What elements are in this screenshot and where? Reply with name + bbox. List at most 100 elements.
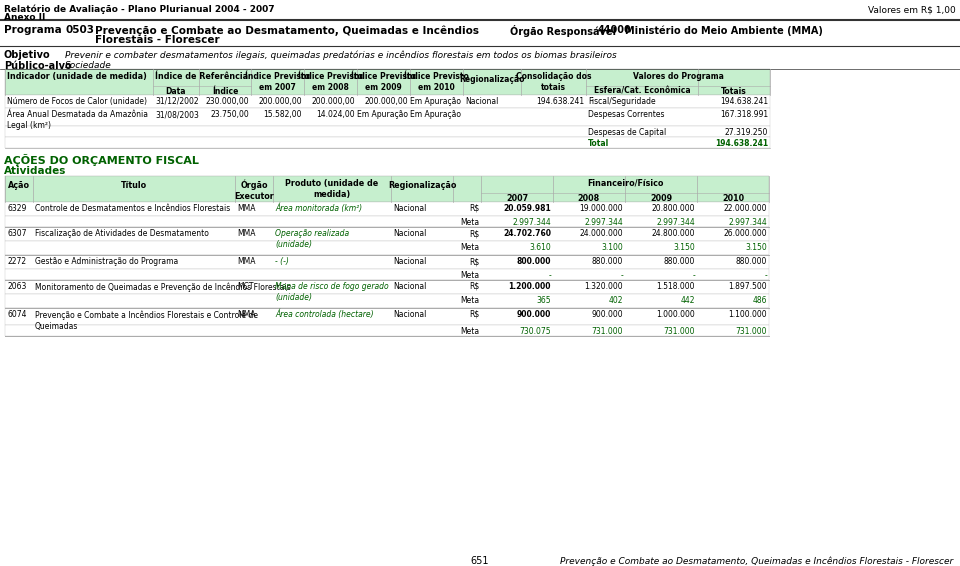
Text: Sociedade: Sociedade	[65, 61, 111, 70]
Text: Produto (unidade de
medida): Produto (unidade de medida)	[285, 179, 378, 199]
Text: Título: Título	[121, 181, 147, 190]
Text: Área Anual Desmatada da Amazônia
Legal (km²): Área Anual Desmatada da Amazônia Legal (…	[7, 110, 148, 130]
Text: Operação realizada
(unidade): Operação realizada (unidade)	[275, 229, 349, 249]
Text: 2007: 2007	[506, 194, 528, 203]
Text: Em Apuração: Em Apuração	[410, 110, 461, 119]
Bar	[5, 137, 770, 148]
Text: 2.997.344: 2.997.344	[513, 218, 551, 227]
Text: Índice: Índice	[212, 87, 238, 96]
Text: 2008: 2008	[578, 194, 600, 203]
Text: 26.000.000: 26.000.000	[724, 229, 767, 238]
Text: Relatório de Avaliação - Plano Plurianual 2004 - 2007: Relatório de Avaliação - Plano Plurianua…	[4, 5, 275, 15]
Text: 2010: 2010	[722, 194, 744, 203]
Text: R$: R$	[468, 229, 479, 238]
Text: Órgão
Executor: Órgão Executor	[234, 179, 274, 200]
Text: 1.100.000: 1.100.000	[729, 310, 767, 319]
Text: 44000: 44000	[598, 25, 632, 35]
Text: 24.800.000: 24.800.000	[652, 229, 695, 238]
Text: - (-): - (-)	[275, 257, 289, 266]
Text: Regionalização: Regionalização	[388, 181, 456, 190]
Text: 230.000,00: 230.000,00	[205, 97, 249, 106]
Text: Anexo II: Anexo II	[4, 13, 45, 22]
Bar	[5, 308, 769, 325]
Text: Programa: Programa	[4, 25, 61, 35]
Text: 200.000,00: 200.000,00	[365, 97, 408, 106]
Text: Despesas de Capital: Despesas de Capital	[588, 128, 666, 137]
Text: 651: 651	[470, 556, 490, 566]
Text: R$: R$	[468, 204, 479, 213]
Text: Valores em R$ 1,00: Valores em R$ 1,00	[868, 5, 956, 14]
Text: 731.000: 731.000	[735, 327, 767, 336]
Text: R$: R$	[468, 282, 479, 291]
Text: Índice Previsto
em 2007: Índice Previsto em 2007	[245, 72, 310, 92]
Text: Em Apuração: Em Apuração	[410, 97, 461, 106]
Text: -: -	[548, 271, 551, 280]
Text: 6307: 6307	[7, 229, 27, 238]
Text: 880.000: 880.000	[591, 257, 623, 266]
Text: Gestão e Administração do Programa: Gestão e Administração do Programa	[35, 257, 179, 266]
Text: R$: R$	[468, 310, 479, 319]
Text: 200.000,00: 200.000,00	[311, 97, 355, 106]
Text: 19.000.000: 19.000.000	[580, 204, 623, 213]
Text: 31/12/2002: 31/12/2002	[155, 97, 199, 106]
Text: 194.638.241: 194.638.241	[715, 139, 768, 148]
Text: 14.024,00: 14.024,00	[317, 110, 355, 119]
Bar	[5, 294, 769, 308]
Text: MCT: MCT	[237, 282, 253, 291]
Text: 167.318.991: 167.318.991	[720, 110, 768, 119]
Text: 3.610: 3.610	[529, 243, 551, 252]
Text: Data: Data	[166, 87, 186, 96]
Text: 1.897.500: 1.897.500	[729, 282, 767, 291]
Text: 900.000: 900.000	[516, 310, 551, 319]
Text: Área monitorada (km²): Área monitorada (km²)	[275, 204, 362, 213]
Text: Financeiro/Físico: Financeiro/Físico	[587, 179, 663, 188]
Text: 1.200.000: 1.200.000	[509, 282, 551, 291]
Text: Atividades: Atividades	[4, 166, 66, 176]
Text: 365: 365	[537, 296, 551, 305]
Bar	[5, 108, 770, 126]
Text: 2063: 2063	[7, 282, 26, 291]
Text: 2009: 2009	[650, 194, 672, 203]
Text: Esfera/Cat. Econômica: Esfera/Cat. Econômica	[593, 87, 690, 96]
Text: 20.800.000: 20.800.000	[652, 204, 695, 213]
Text: Nacional: Nacional	[393, 204, 426, 213]
Text: Meta: Meta	[460, 243, 479, 252]
Text: MMA: MMA	[237, 310, 255, 319]
Text: -: -	[764, 271, 767, 280]
Text: 3.150: 3.150	[745, 243, 767, 252]
Text: Ministério do Meio Ambiente (MMA): Ministério do Meio Ambiente (MMA)	[625, 25, 823, 36]
Text: 23.750,00: 23.750,00	[210, 110, 249, 119]
Bar	[5, 202, 769, 216]
Text: 27.319.250: 27.319.250	[725, 128, 768, 137]
Text: Nacional: Nacional	[393, 229, 426, 238]
Text: 800.000: 800.000	[516, 257, 551, 266]
Text: Fiscal/Seguridade: Fiscal/Seguridade	[588, 97, 656, 106]
Text: 900.000: 900.000	[591, 310, 623, 319]
Bar	[5, 227, 769, 241]
Text: 15.582,00: 15.582,00	[263, 110, 302, 119]
Text: 880.000: 880.000	[735, 257, 767, 266]
Text: MMA: MMA	[237, 257, 255, 266]
Text: Ação: Ação	[8, 181, 30, 190]
Text: Índice Previsto
em 2009: Índice Previsto em 2009	[351, 72, 416, 92]
Text: 3.100: 3.100	[601, 243, 623, 252]
Bar	[5, 325, 769, 336]
Text: Área controlada (hectare): Área controlada (hectare)	[275, 310, 373, 319]
Text: Totais: Totais	[721, 87, 747, 96]
Text: 1.320.000: 1.320.000	[585, 282, 623, 291]
Bar	[5, 255, 769, 269]
Text: -: -	[620, 271, 623, 280]
Text: Público-alvo: Público-alvo	[4, 61, 72, 71]
Text: Meta: Meta	[460, 327, 479, 336]
Bar	[5, 176, 769, 202]
Text: Indicador (unidade de medida): Indicador (unidade de medida)	[7, 72, 147, 81]
Text: Mapa de risco de fogo gerado
(unidade): Mapa de risco de fogo gerado (unidade)	[275, 282, 389, 302]
Text: Órgão Responsável: Órgão Responsável	[510, 25, 616, 37]
Text: Em Apuração: Em Apuração	[357, 110, 408, 119]
Text: Número de Focos de Calor (unidade): Número de Focos de Calor (unidade)	[7, 97, 147, 106]
Text: Índice de Referência: Índice de Referência	[156, 72, 249, 81]
Text: 200.000,00: 200.000,00	[258, 97, 302, 106]
Text: Objetivo: Objetivo	[4, 50, 51, 60]
Text: Nacional: Nacional	[465, 97, 498, 106]
Text: 731.000: 731.000	[591, 327, 623, 336]
